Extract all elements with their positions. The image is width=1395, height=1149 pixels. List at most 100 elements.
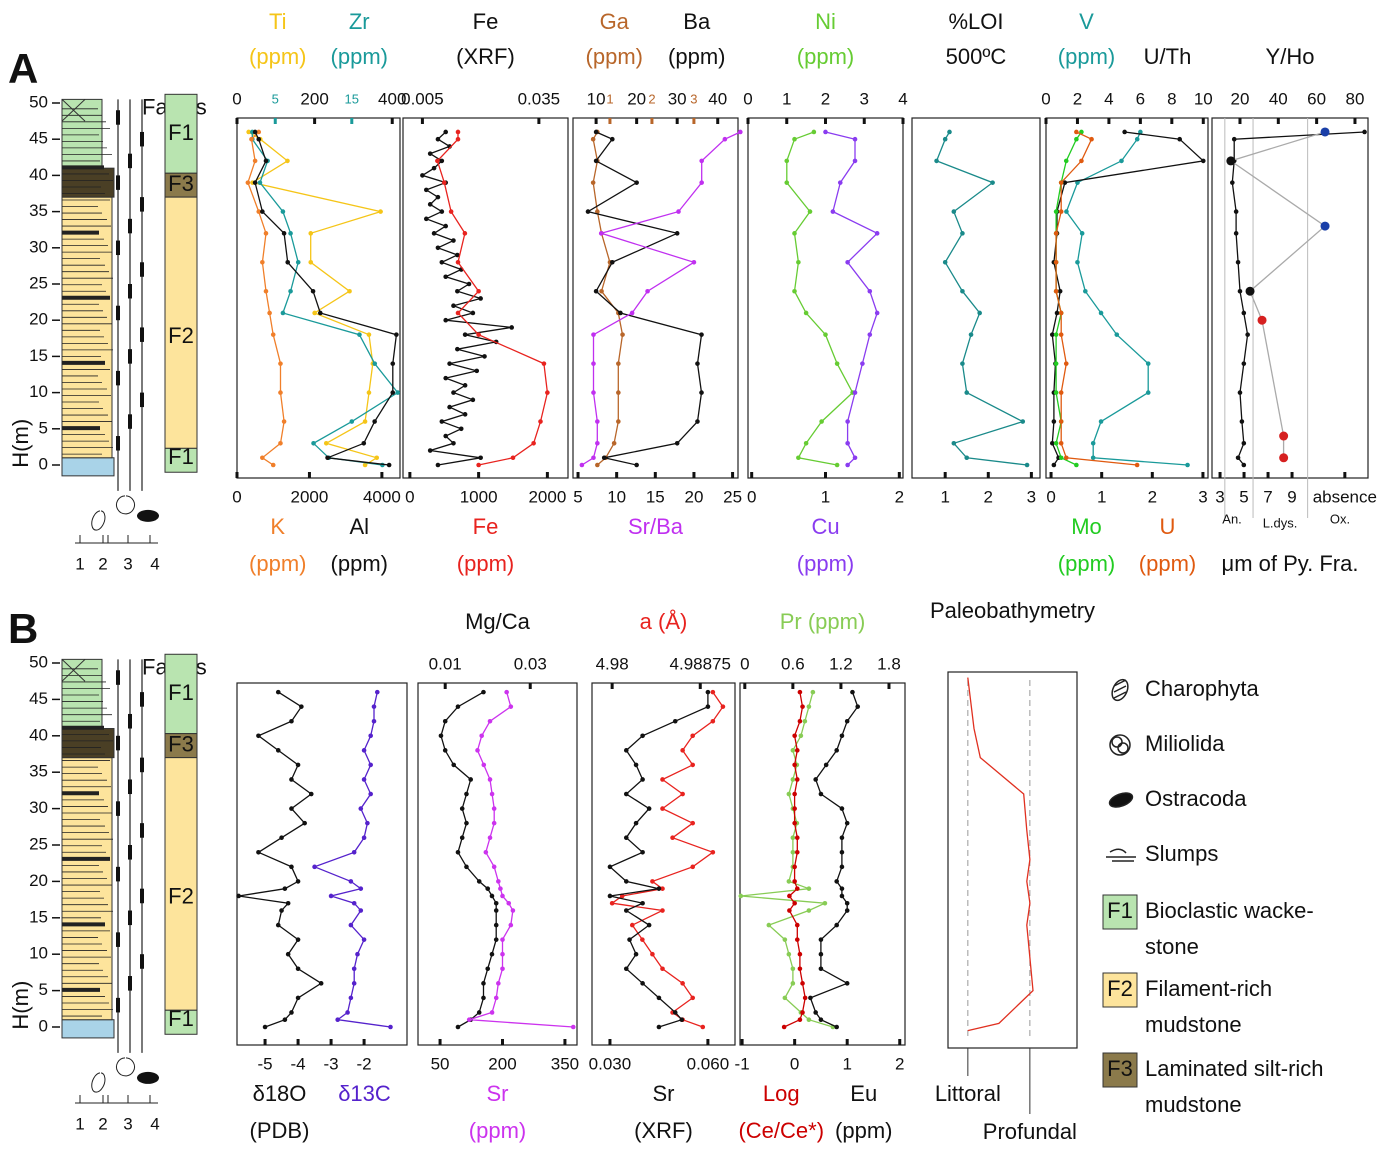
legend-text: mudstone: [1145, 1092, 1242, 1117]
data-point: [1058, 455, 1064, 461]
x-tick-label: 1: [940, 487, 949, 506]
data-point: [509, 325, 515, 330]
data-point: [256, 129, 262, 135]
data-point: [680, 748, 685, 753]
data-point: [792, 791, 797, 797]
data-point: [368, 791, 373, 797]
data-point: [782, 995, 788, 1001]
litho-ostracod: [137, 1071, 159, 1084]
data-point: [443, 129, 449, 135]
data-point: [372, 419, 377, 424]
data-point: [790, 849, 796, 855]
data-point: [806, 1017, 812, 1023]
scale-line: [75, 1095, 158, 1104]
data-point: [487, 777, 493, 782]
data-point: [348, 995, 354, 1001]
data-point: [790, 835, 796, 841]
series-unit: (ppm): [586, 44, 643, 69]
data-point: [803, 310, 809, 316]
data-point: [794, 748, 800, 753]
data-point: [361, 440, 367, 446]
data-point: [311, 440, 316, 446]
x-tick-label: 25: [723, 487, 742, 506]
data-point: [1090, 440, 1096, 446]
data-point: [1245, 286, 1255, 296]
legend-text: Bioclastic wacke-: [1145, 898, 1314, 923]
y-tick-label: 30: [29, 237, 48, 256]
data-point: [818, 791, 824, 797]
data-point: [794, 922, 800, 928]
data-point: [1185, 462, 1190, 468]
data-point: [674, 231, 680, 236]
y-tick-label: 45: [29, 689, 48, 708]
data-point: [629, 922, 635, 928]
data-point: [623, 748, 629, 753]
litho-icons: [91, 1057, 135, 1093]
data-point: [361, 748, 367, 753]
track-title: 500ºC: [946, 44, 1007, 69]
data-point: [942, 136, 948, 142]
data-point: [787, 893, 792, 899]
series-line: [238, 691, 323, 1028]
data-point: [690, 995, 696, 1001]
litho-f3: [61, 728, 115, 759]
data-point: [441, 180, 447, 185]
series-name: Y/Ho: [1266, 44, 1315, 69]
series-line: [581, 131, 741, 466]
data-point: [845, 259, 850, 265]
data-point: [844, 718, 850, 724]
data-point: [1241, 361, 1247, 366]
data-point: [275, 748, 281, 753]
data-point: [447, 361, 452, 366]
data-point: [466, 1017, 472, 1023]
data-point: [786, 951, 792, 957]
series-line: [967, 677, 1034, 1032]
data-point: [695, 361, 700, 366]
data-point: [823, 762, 829, 768]
data-point: [246, 129, 251, 135]
track-frame: [591, 682, 736, 1046]
x-tick-label: 0.03: [514, 654, 547, 673]
series-name: Fe: [473, 514, 499, 539]
litho-ostracod: [137, 509, 159, 522]
y-tick-label: 5: [39, 418, 48, 437]
series-line: [935, 131, 1028, 466]
facies-box: [164, 93, 198, 174]
data-point: [656, 1024, 662, 1030]
data-point: [1058, 440, 1064, 446]
data-point: [1053, 361, 1059, 366]
data-point: [257, 180, 263, 185]
track-frame: [911, 117, 1041, 479]
y-tick-label: 50: [29, 652, 48, 671]
data-point: [792, 900, 797, 906]
data-point: [633, 762, 639, 768]
x-tick-label: 0: [790, 1054, 799, 1073]
data-point: [245, 180, 251, 185]
data-point: [800, 704, 805, 709]
data-point: [593, 288, 599, 294]
data-point: [822, 900, 828, 906]
data-point: [435, 136, 441, 142]
data-point: [355, 951, 360, 957]
data-point: [481, 981, 486, 986]
series-unit: (ppm): [797, 44, 854, 69]
series-name: Cu: [811, 514, 839, 539]
data-point: [278, 390, 283, 395]
data-point: [365, 820, 370, 826]
data-point: [366, 332, 372, 337]
x-tick-label: 20: [684, 487, 703, 506]
data-point: [629, 310, 635, 316]
data-point: [1233, 209, 1239, 214]
data-point: [660, 908, 665, 913]
facies-label: F1: [168, 680, 194, 705]
data-point: [371, 704, 377, 709]
data-point: [691, 259, 697, 265]
data-point: [487, 835, 493, 841]
y-tick-label: 35: [29, 201, 48, 220]
data-point: [646, 922, 652, 928]
data-point: [464, 864, 469, 870]
data-point: [489, 951, 495, 957]
data-point: [498, 886, 503, 891]
x-tick-label: 5: [1239, 487, 1248, 506]
x-tick-label: Littoral: [935, 1081, 1001, 1106]
